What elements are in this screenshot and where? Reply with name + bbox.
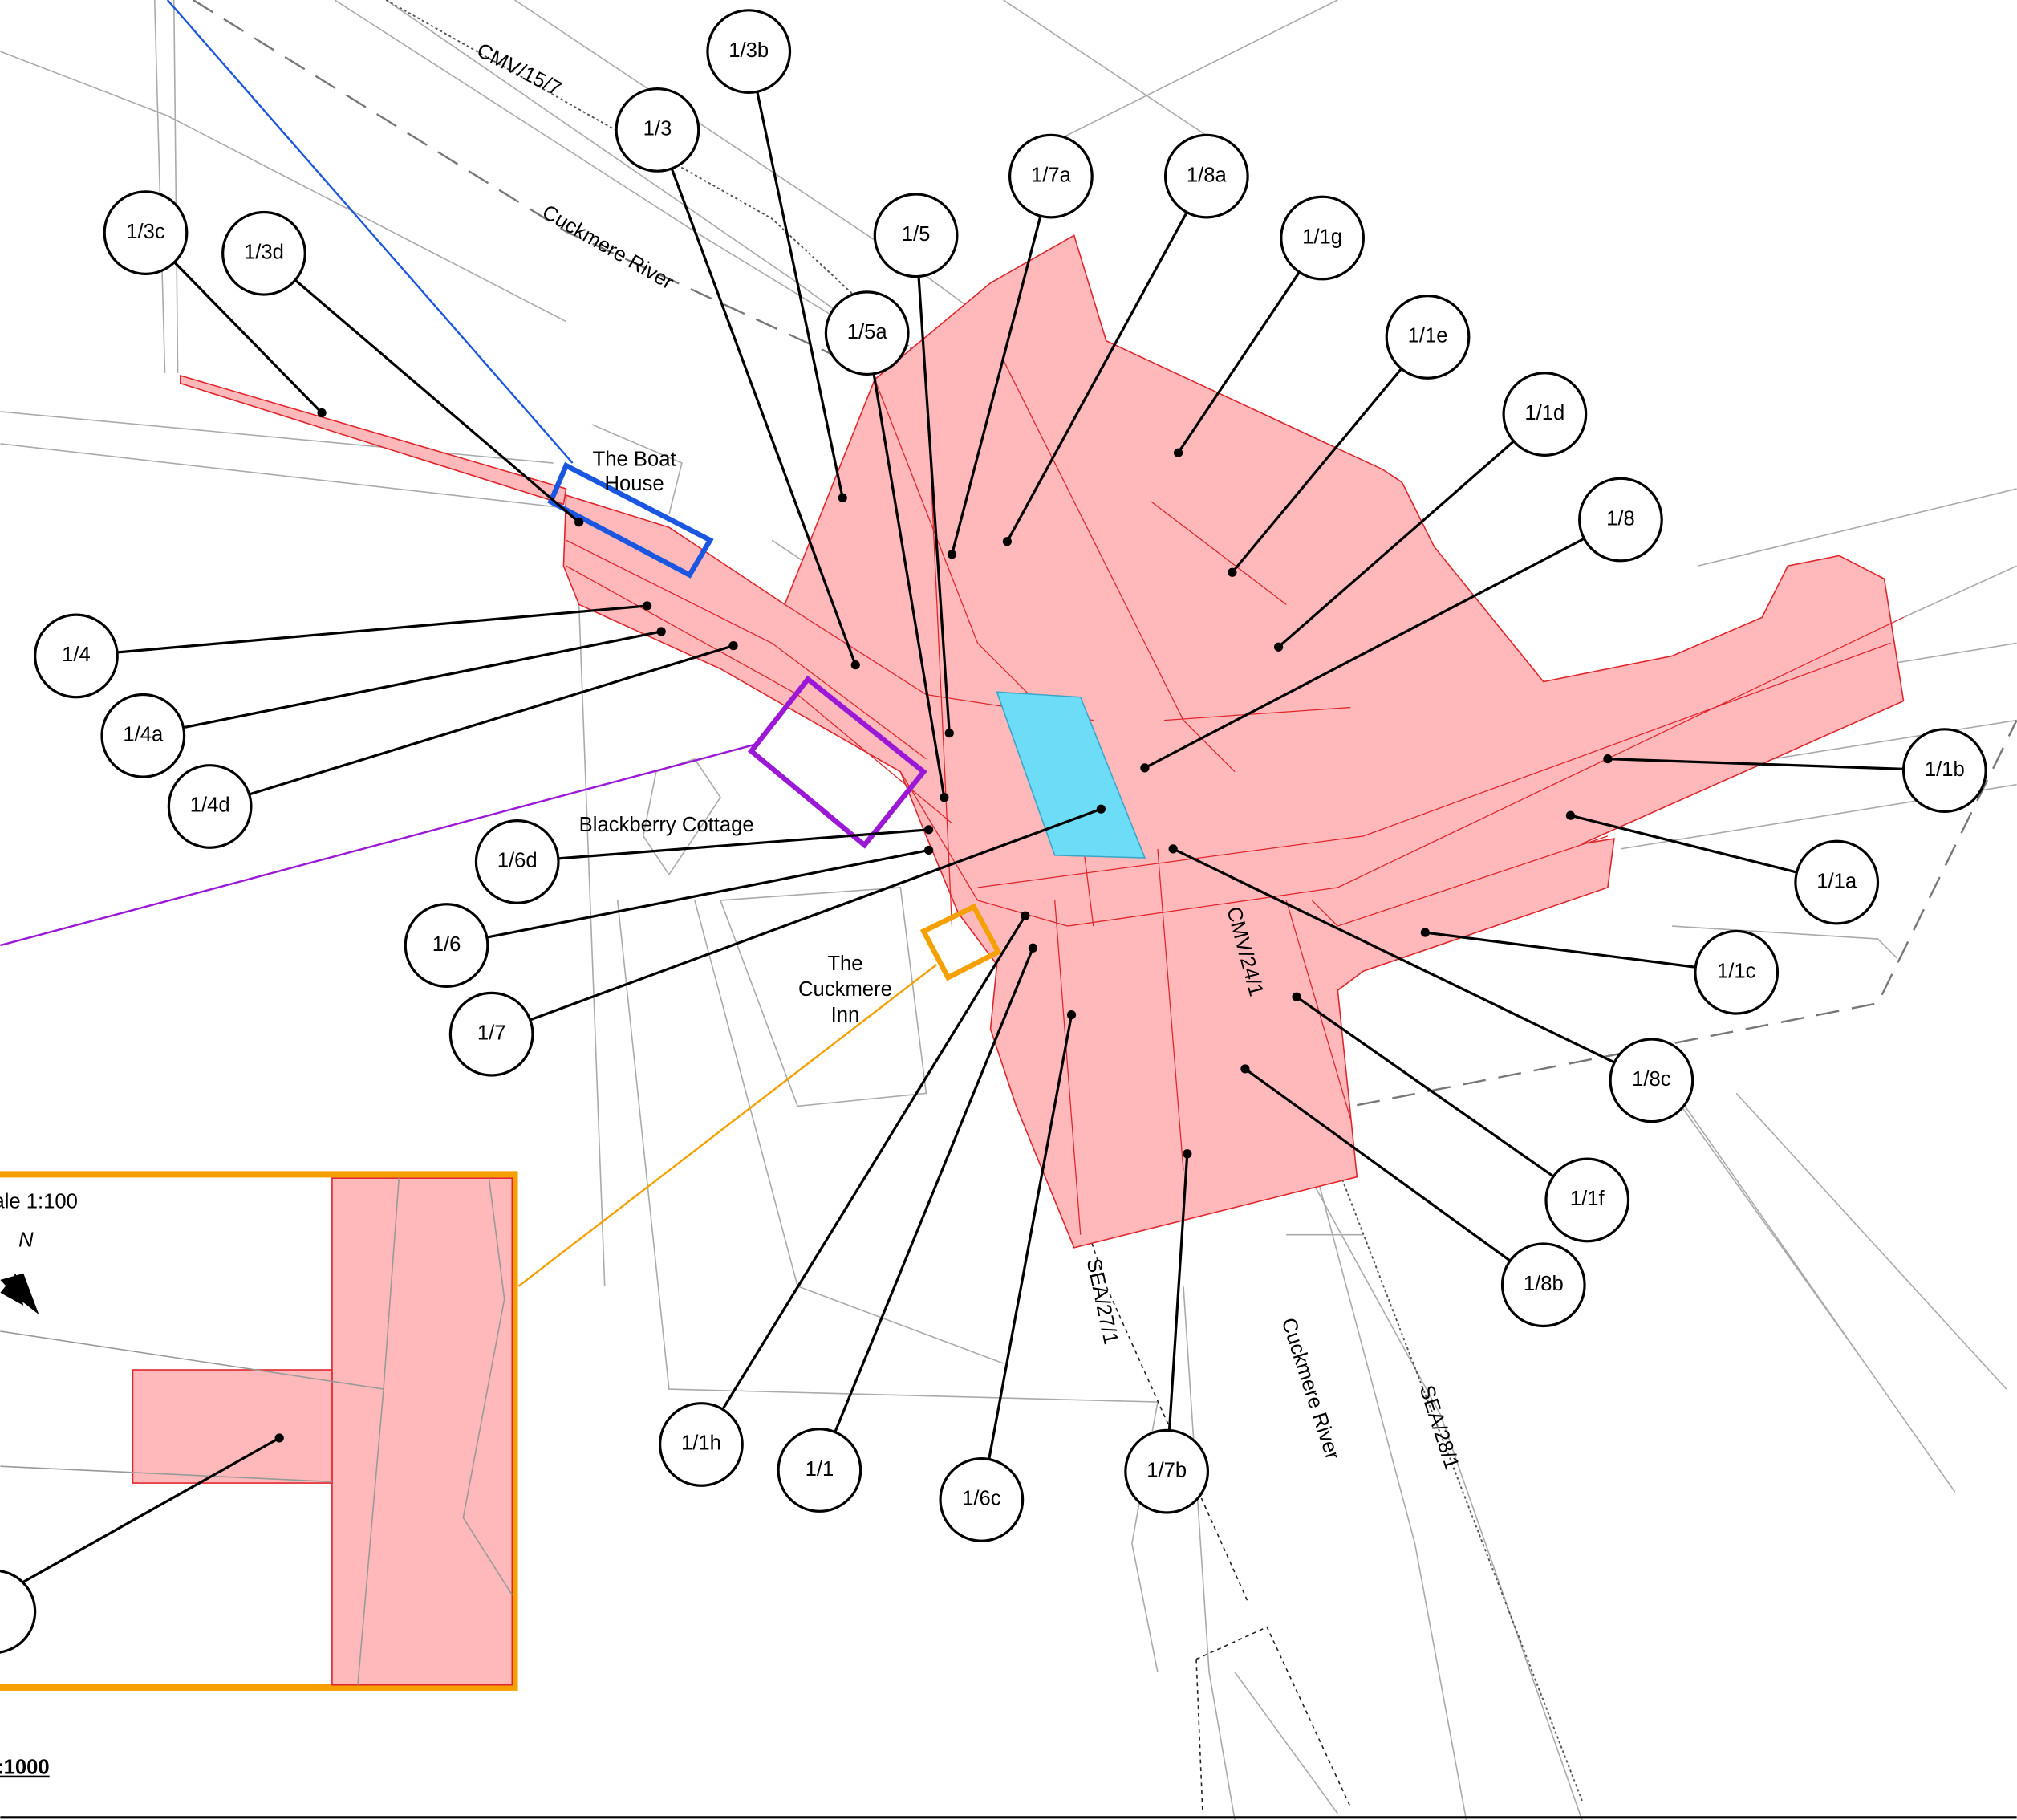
callout-label: 1/1d — [1524, 402, 1564, 425]
leader-line — [749, 51, 842, 498]
leader-dot — [838, 494, 847, 502]
leader-dot — [1174, 449, 1183, 457]
place-label: The — [827, 953, 862, 975]
callout-label: 1/3c — [126, 221, 165, 243]
place-label: The Boat — [593, 449, 676, 471]
leader-dot — [1240, 1064, 1249, 1073]
callout-label: 1/7b — [1146, 1459, 1187, 1481]
callout-label: 1/4a — [123, 724, 164, 746]
leader-dot — [657, 627, 666, 636]
callout-label: 1/1e — [1408, 325, 1448, 347]
callout-label: 1/1a — [1816, 870, 1857, 892]
inset-title: A - Scale 1:100 — [0, 1190, 78, 1213]
leader-line — [76, 606, 647, 656]
callout-label: 1/5a — [847, 321, 888, 343]
callout-label: 1/6d — [497, 850, 538, 872]
callout-label: 1/3d — [244, 242, 284, 264]
leader-dot — [1566, 811, 1575, 820]
leader-dot — [1169, 844, 1178, 853]
callout-label: 1/4d — [190, 794, 230, 817]
reference-label: SEA/27/1 — [1082, 1257, 1122, 1347]
callout-label: 1/8 — [1606, 507, 1635, 530]
leader-dot — [317, 408, 326, 417]
callout-label: 1/5 — [902, 223, 931, 246]
leader-dot — [1421, 928, 1430, 936]
leader-dot — [924, 825, 933, 834]
callout-label: 1/3 — [643, 118, 672, 140]
place-label: Cuckmere River — [1277, 1315, 1345, 1463]
callout-label: 1/8a — [1187, 164, 1228, 186]
callout-label: 1/4 — [62, 644, 91, 666]
callout-label: 1/1b — [1925, 758, 1965, 781]
leader-line — [1425, 932, 1736, 973]
leader-dot — [1140, 763, 1149, 772]
leader-dot — [1097, 805, 1106, 814]
leader-dot — [1003, 537, 1012, 546]
leader-dot — [945, 729, 954, 737]
reference-label: SEA/28/1 — [1414, 1383, 1463, 1473]
place-label: Blackberry Cottage — [579, 814, 754, 836]
callout-label: 1/7a — [1031, 164, 1072, 186]
leader-dot — [1183, 1149, 1191, 1158]
callout-label: 1/8c — [1632, 1068, 1671, 1091]
parcel — [181, 376, 566, 504]
place-label: Cuckmere River — [538, 201, 677, 294]
callout-label: 1/6c — [962, 1488, 1001, 1510]
leader-dot — [728, 641, 737, 650]
leader-dot — [1029, 944, 1037, 953]
leader-dot — [1021, 912, 1029, 920]
place-label: Inn — [831, 1004, 860, 1026]
leader-line — [264, 254, 579, 522]
leader-dot — [851, 660, 860, 669]
leader-dot — [1274, 643, 1283, 652]
north-label: N — [18, 1229, 34, 1251]
callout-label: 1/6 — [432, 933, 461, 956]
inset — [0, 1174, 515, 1688]
callout-label: 1/8b — [1524, 1273, 1564, 1295]
leader-dot — [924, 846, 933, 855]
leader-dot — [643, 601, 651, 610]
leader-dot — [1228, 568, 1236, 577]
leader-dot — [1067, 1010, 1076, 1019]
scale-label: ale 1:1000 — [0, 1757, 50, 1779]
callout-label: 1/1h — [681, 1432, 721, 1455]
callout-label: 1/1f — [1570, 1188, 1605, 1210]
leader-dot — [1603, 754, 1612, 763]
map: 1/3b 1/3 1/3c 1/3d 1/5 1/5a 1/7a 1/8a 1/1g 1/1e 1/… — [0, 0, 2017, 1820]
leader-dot — [1292, 993, 1301, 1001]
callout-label: 1/7 — [477, 1022, 506, 1044]
place-label: Cuckmere — [798, 978, 892, 1001]
callout-label: 1/1c — [1717, 961, 1756, 983]
leader-dot — [574, 518, 583, 526]
leader-dot — [940, 793, 948, 802]
leader-dot — [948, 550, 956, 559]
callout-label: 1/1g — [1302, 225, 1342, 248]
place-label: House — [605, 473, 664, 495]
callout-label: 1/3b — [728, 39, 769, 62]
callout-label: 1/1 — [806, 1458, 834, 1481]
